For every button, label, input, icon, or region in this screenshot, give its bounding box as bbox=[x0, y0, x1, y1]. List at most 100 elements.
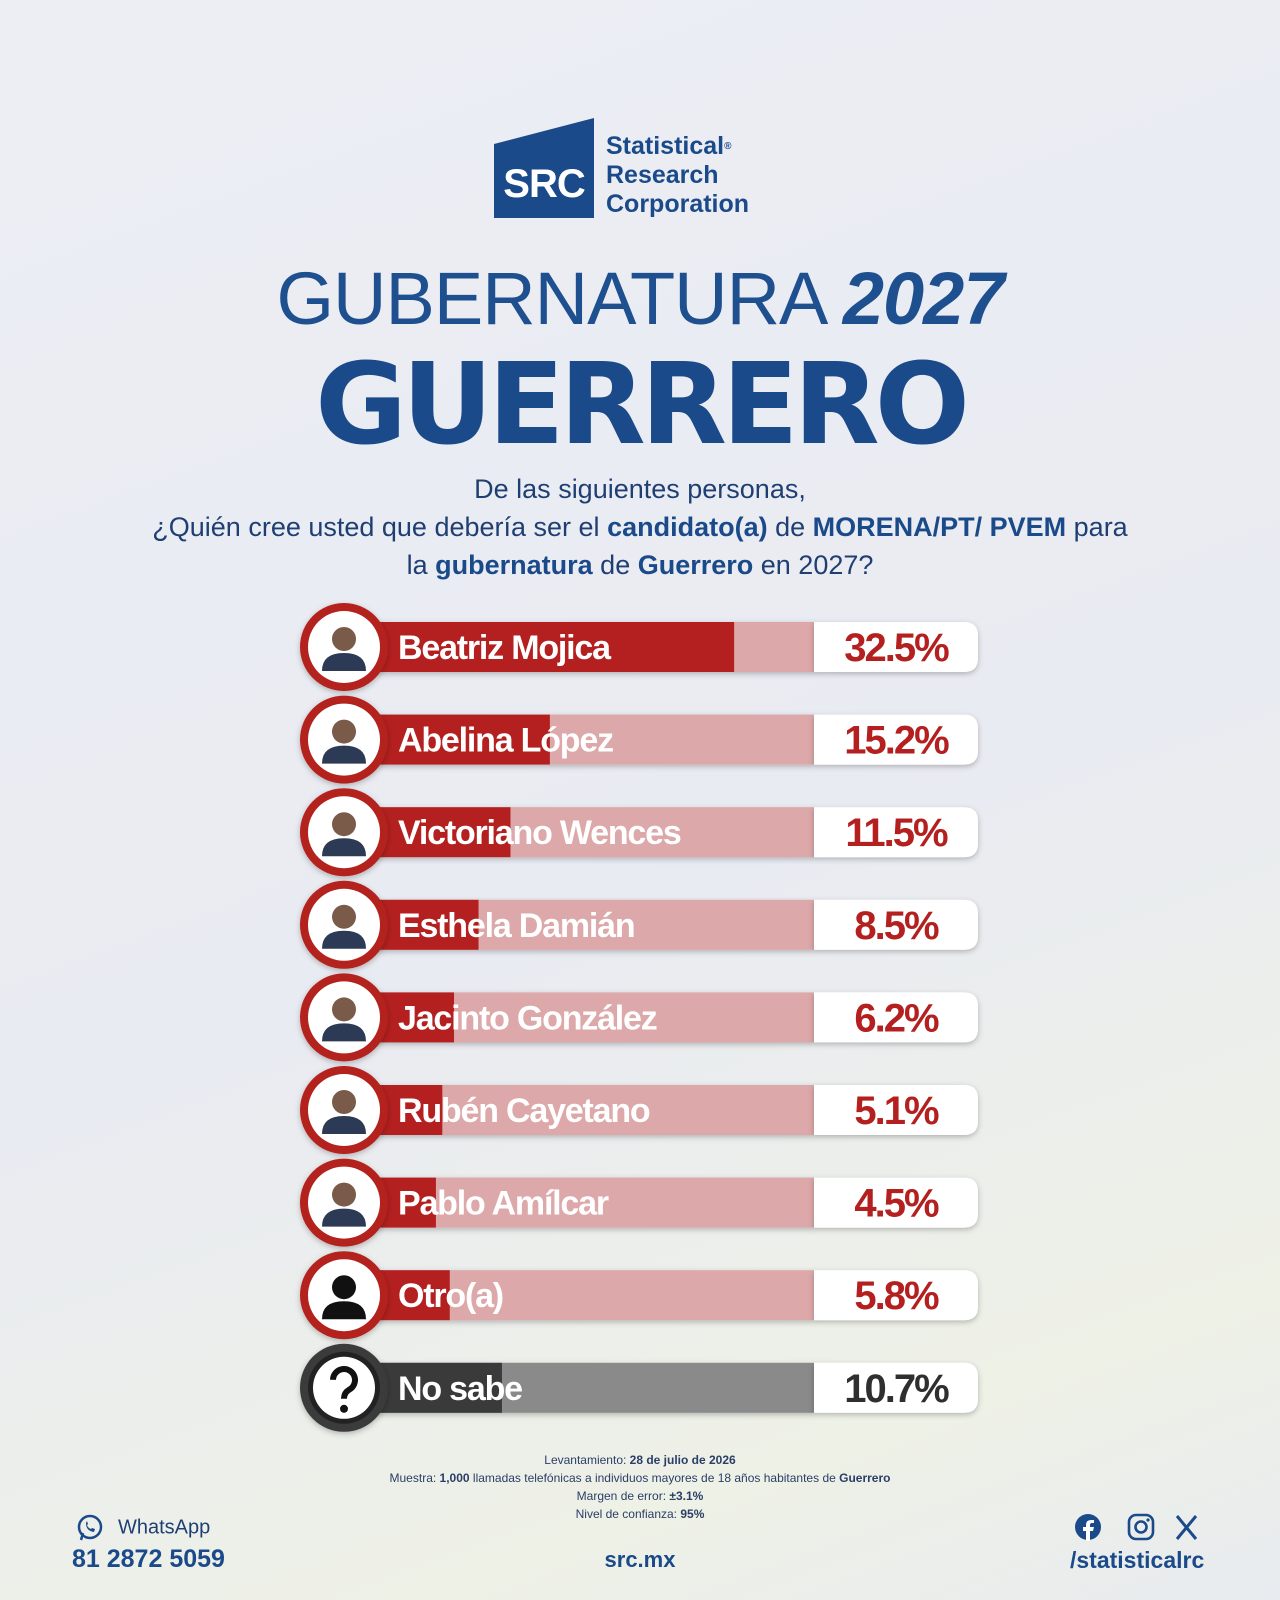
value-box bbox=[814, 992, 978, 1043]
method-text: Margen de error: bbox=[576, 1489, 670, 1503]
value-box bbox=[814, 714, 978, 765]
value-label: 11.5% bbox=[845, 811, 948, 855]
x-icon[interactable] bbox=[1175, 1515, 1198, 1540]
title-state: GUERRERO bbox=[315, 340, 970, 470]
avatar-body bbox=[322, 745, 366, 764]
category-label: Victoriano Wences bbox=[398, 814, 681, 852]
category-label: Pablo Amílcar bbox=[398, 1185, 609, 1223]
question-text: de bbox=[767, 512, 813, 542]
category-label: Beatriz Mojica bbox=[398, 629, 612, 667]
value-label: 5.8% bbox=[854, 1274, 939, 1318]
category-label: Jacinto González bbox=[398, 999, 657, 1037]
value-box bbox=[814, 1177, 978, 1228]
bar-row: 11.5% Victoriano Wences bbox=[300, 788, 978, 877]
question-bold: MORENA/PT/ PVEM bbox=[812, 512, 1067, 542]
avatar-body bbox=[322, 1301, 366, 1320]
logo-mark: SRC bbox=[503, 162, 585, 206]
avatar-head bbox=[332, 1182, 356, 1207]
whatsapp[interactable]: WhatsApp bbox=[76, 1514, 210, 1542]
value-label: 8.5% bbox=[854, 904, 939, 948]
bar-row: 10.7% No sabe bbox=[300, 1343, 978, 1432]
bar-row: 4.5% Pablo Amílcar bbox=[300, 1158, 978, 1247]
category-label: Esthela Damián bbox=[398, 907, 634, 945]
question-text: para la bbox=[406, 512, 1128, 580]
method-bold: 28 de julio de 2026 bbox=[629, 1453, 736, 1467]
method-text: llamadas telefónicas a individuos mayore… bbox=[469, 1471, 840, 1485]
social-icons bbox=[1075, 1513, 1198, 1541]
method-bold: 1,000 bbox=[439, 1471, 470, 1485]
avatar-head bbox=[332, 904, 356, 929]
method-bold: ±3.1% bbox=[669, 1489, 704, 1503]
value-label: 32.5% bbox=[844, 626, 949, 670]
avatar-body bbox=[322, 930, 366, 949]
question: De las siguientes personas, ¿Quién cree … bbox=[140, 470, 1140, 584]
question-text: ¿Quién cree usted que debería ser el bbox=[152, 512, 608, 542]
question-bold: candidato(a) bbox=[607, 512, 768, 542]
avatar-head bbox=[332, 1090, 356, 1114]
method-bold: Guerrero bbox=[839, 1471, 891, 1485]
method-text: Muestra: bbox=[389, 1471, 440, 1485]
value-label: 10.7% bbox=[844, 1367, 949, 1411]
chart: 32.5% Beatriz Mojica 15.2% Abelina López 11.… bbox=[300, 603, 978, 1432]
logo-line: Research bbox=[606, 161, 719, 189]
bar-row: 5.1% Rubén Cayetano bbox=[300, 1066, 978, 1154]
value-box bbox=[814, 1085, 978, 1135]
avatar-head bbox=[332, 997, 356, 1022]
logo-text: Statistical® Research Corporation bbox=[606, 132, 749, 219]
value-label: 5.1% bbox=[854, 1089, 939, 1133]
value-label: 6.2% bbox=[854, 996, 939, 1040]
facebook-icon[interactable] bbox=[1075, 1514, 1101, 1541]
avatar-head bbox=[332, 1275, 356, 1300]
methodology: Levantamiento: 28 de julio de 2026 Muest… bbox=[0, 1451, 1280, 1523]
whatsapp-label: WhatsApp bbox=[118, 1516, 211, 1539]
question-bold: gubernatura bbox=[435, 550, 593, 580]
website[interactable]: src.mx bbox=[604, 1547, 676, 1572]
avatar-head bbox=[332, 627, 356, 651]
method-text: Levantamiento: bbox=[544, 1453, 630, 1467]
question-bold: Guerrero bbox=[637, 550, 754, 580]
question-text: en 2027? bbox=[753, 550, 874, 580]
bar-row: 5.8% Otro(a) bbox=[300, 1251, 978, 1340]
method-bold: 95% bbox=[680, 1507, 705, 1521]
bar-row: 15.2% Abelina López bbox=[300, 695, 978, 784]
title-year: 2027 bbox=[842, 257, 1005, 340]
logo-line: Corporation bbox=[606, 190, 750, 218]
bar-row: 32.5% Beatriz Mojica bbox=[300, 603, 978, 691]
question-dot bbox=[340, 1404, 348, 1413]
avatar-inner bbox=[313, 1356, 375, 1419]
instagram-icon[interactable] bbox=[1127, 1513, 1155, 1541]
phone[interactable]: 81 2872 5059 bbox=[72, 1545, 225, 1573]
title-light: GUBERNATURA bbox=[276, 257, 824, 340]
logo: SRC Statistical® Research Corporation bbox=[494, 118, 794, 224]
logo-icon bbox=[494, 118, 594, 218]
bar-row: 6.2% Jacinto González bbox=[300, 973, 978, 1062]
avatar-body bbox=[322, 1023, 366, 1042]
value-box bbox=[814, 899, 978, 950]
avatar-body bbox=[322, 838, 366, 857]
avatar-head bbox=[332, 719, 356, 744]
value-box bbox=[814, 622, 978, 672]
category-label: Rubén Cayetano bbox=[398, 1092, 650, 1130]
value-box bbox=[814, 1270, 978, 1321]
question-icon bbox=[330, 1366, 358, 1399]
question-text: De las siguientes personas, bbox=[474, 474, 806, 504]
value-label: 15.2% bbox=[844, 719, 949, 763]
avatar-body bbox=[322, 653, 366, 671]
social-handle[interactable]: /statisticalrc bbox=[1070, 1547, 1205, 1573]
title: GUBERNATURA 2027 bbox=[0, 256, 1280, 341]
avatar-head bbox=[332, 812, 356, 837]
category-label: Abelina López bbox=[398, 722, 613, 760]
avatar-body bbox=[322, 1208, 366, 1227]
question-text: de bbox=[592, 550, 638, 580]
logo-line: Statistical bbox=[606, 132, 725, 160]
value-box bbox=[814, 807, 978, 858]
bar-row: 8.5% Esthela Damián bbox=[300, 880, 978, 969]
value-box bbox=[814, 1362, 978, 1413]
avatar-body bbox=[322, 1116, 366, 1134]
category-label: No sabe bbox=[398, 1370, 522, 1408]
method-text: Nivel de confianza: bbox=[575, 1507, 681, 1521]
category-label: Otro(a) bbox=[398, 1277, 503, 1315]
value-label: 4.5% bbox=[854, 1182, 939, 1226]
